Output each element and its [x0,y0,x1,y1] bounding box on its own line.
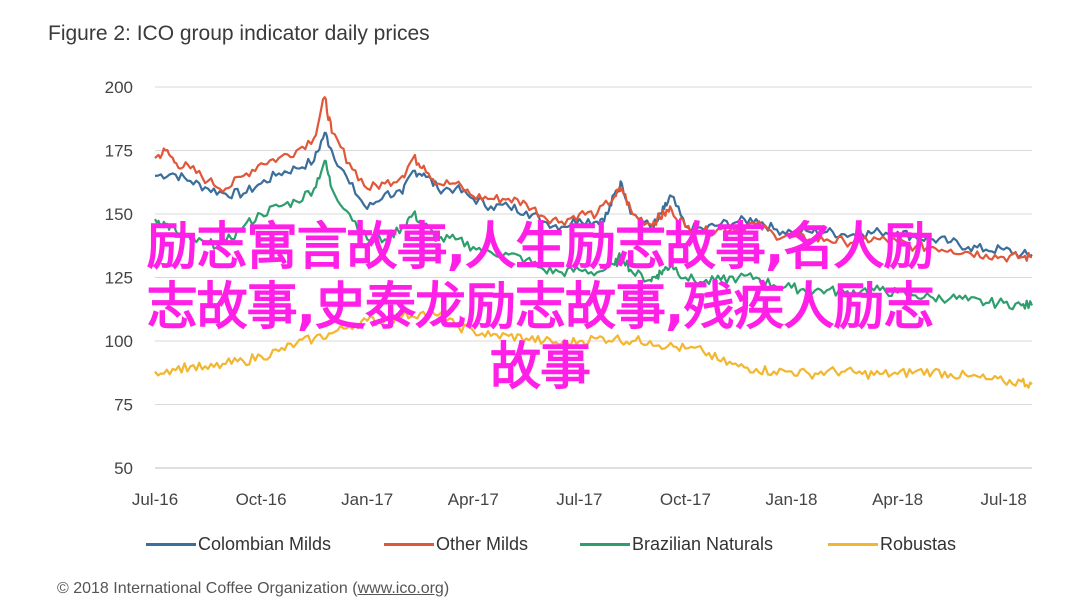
x-tick-label: Jan-17 [341,490,393,509]
x-tick-label: Oct-17 [660,490,711,509]
x-tick-label: Jul-17 [556,490,602,509]
y-tick-label: 50 [114,459,133,478]
x-tick-label: Jul-16 [132,490,178,509]
x-tick-label: Jan-18 [766,490,818,509]
series-line-brazilian [154,159,1034,311]
x-tick-label: Apr-18 [872,490,923,509]
y-tick-label: 175 [105,142,133,161]
legend-swatch-brazilian [580,543,630,546]
y-tick-label: 100 [105,332,133,351]
y-tick-label: 200 [105,78,133,97]
legend-swatch-colombian [146,543,196,546]
x-tick-label: Oct-16 [236,490,287,509]
series-line-robustas [154,309,1033,389]
x-axis: Jul-16 Oct-16 Jan-17 Apr-17 Jul-17 Oct-17 Jan-… [132,467,1032,509]
legend-item-colombian: Colombian Milds [146,534,331,555]
x-tick-label: Apr-17 [448,490,499,509]
x-tick-label: Jul-18 [981,490,1027,509]
y-tick-label: 75 [114,396,133,415]
legend-label-other: Other Milds [436,534,529,554]
watermark-overlay-text: 励志寓言故事,人生励志故事,名人励 志故事,史泰龙励志故事,残疾人励志 故事 [20,218,1060,398]
overlay-line-1: 励志寓言故事,人生励志故事,名人励 [146,218,935,277]
series-line-colombian [154,131,1033,259]
copyright-note: © 2018 International Coffee Organization… [57,580,449,598]
y-tick-label: 125 [105,269,133,288]
overlay-line-3: 故事 [489,338,591,397]
legend-swatch-robustas [828,543,878,546]
legend-item-robustas: Robustas [828,534,956,555]
legend-label-colombian: Colombian Milds [198,534,332,554]
overlay-line-2: 志故事,史泰龙励志故事,残疾人励志 [146,278,935,337]
copyright-prefix: © 2018 International Coffee Organization… [57,580,358,597]
series-lines [154,96,1034,389]
legend-swatch-other [384,543,434,546]
legend-item-other: Other Milds [384,534,528,555]
legend-label-brazilian: Brazilian Naturals [632,534,774,554]
chart-legend: Colombian Milds Other Milds Brazilian Na… [0,534,1080,560]
legend-label-robustas: Robustas [880,534,957,554]
legend-item-brazilian: Brazilian Naturals [580,534,773,555]
series-line-other [154,96,1033,263]
chart-title: Figure 2: ICO group indicator daily pric… [48,22,430,45]
y-axis: 50 75 100 125 150 175 200 [105,78,133,478]
ico-website-link[interactable]: www.ico.org [357,580,444,597]
y-tick-label: 150 [105,205,133,224]
copyright-suffix: ) [443,580,450,597]
